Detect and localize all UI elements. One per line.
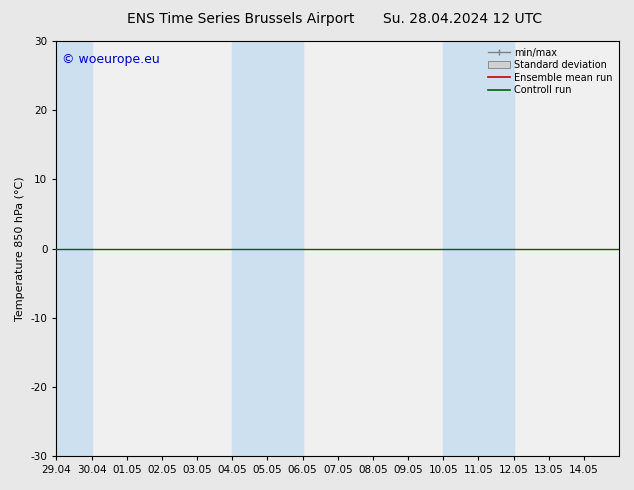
Legend: min/max, Standard deviation, Ensemble mean run, Controll run: min/max, Standard deviation, Ensemble me… — [486, 46, 614, 97]
Bar — [56, 41, 92, 456]
Text: © woeurope.eu: © woeurope.eu — [62, 53, 160, 67]
Text: Su. 28.04.2024 12 UTC: Su. 28.04.2024 12 UTC — [384, 12, 542, 26]
Y-axis label: Temperature 850 hPa (°C): Temperature 850 hPa (°C) — [15, 176, 25, 321]
Bar — [232, 41, 302, 456]
Bar — [443, 41, 514, 456]
Text: ENS Time Series Brussels Airport: ENS Time Series Brussels Airport — [127, 12, 354, 26]
